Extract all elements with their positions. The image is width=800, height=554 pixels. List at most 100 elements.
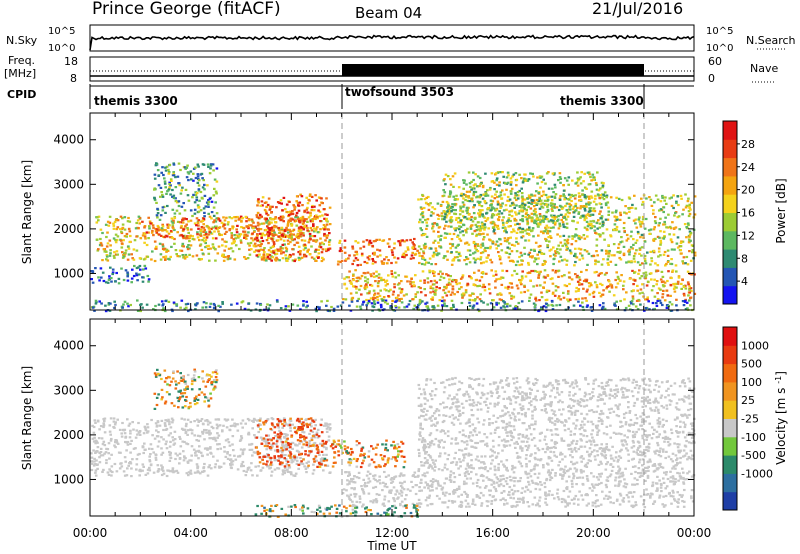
scatter-cell [164,169,168,172]
scatter-cell [216,432,219,435]
scatter-cell [308,193,312,196]
scatter-cell [271,445,274,448]
scatter-cell [373,292,377,295]
scatter-cell [450,225,453,228]
scatter-cell [298,257,302,260]
scatter-cell [203,188,206,191]
scatter-cell [121,306,124,309]
scatter-cell [186,248,190,251]
scatter-cell [123,300,127,303]
scatter-cell [227,441,231,444]
scatter-cell [296,304,300,307]
scatter-cell [302,219,306,222]
scatter-cell [193,201,197,204]
scatter-cell [222,259,226,262]
scatter-cell [497,213,501,216]
scatter-cell [518,278,521,282]
scatter-cell [202,301,206,304]
scatter-cell [631,297,635,300]
scatter-cell [514,307,517,310]
scatter-cell [116,219,120,222]
scatter-cell [181,242,185,245]
scatter-cell [543,269,547,272]
scatter-cell [652,228,656,231]
scatter-cell [528,226,531,229]
scatter-cell [404,250,408,253]
scatter-cell [204,239,208,242]
scatter-cell [515,250,519,253]
scatter-cell [102,279,106,283]
scatter-cell [289,212,293,215]
scatter-cell [233,234,237,237]
scatter-cell [288,235,292,238]
colorbar-swatch [723,230,737,250]
scatter-cell [634,305,638,308]
scatter-cell [418,302,421,306]
scatter-cell [470,198,473,201]
scatter-cell [355,287,358,290]
scatter-cell [104,223,108,226]
scatter-cell [246,234,249,237]
scatter-cell [668,197,672,200]
scatter-cell [434,263,438,266]
scatter-cell [417,198,420,201]
scatter-cell [660,270,664,273]
scatter-cell [483,200,487,203]
scatter-cell [160,473,164,477]
scatter-cell [409,282,412,286]
scatter-cell [453,212,456,215]
scatter-cell [357,297,360,300]
scatter-cell [228,458,232,461]
scatter-cell [491,299,494,302]
scatter-cell [276,450,279,453]
scatter-cell [601,196,604,199]
scatter-cell [169,193,172,196]
scatter-cell [349,281,353,284]
scatter-cell [145,303,149,306]
scatter-cell [444,287,448,290]
scatter-cell [533,201,537,204]
scatter-cell [100,437,104,440]
scatter-cell [295,462,299,465]
scatter-cell [165,447,169,450]
scatter-cell [292,233,295,236]
scatter-cell [143,225,147,228]
scatter-cell [662,253,666,256]
scatter-cell [305,196,308,199]
scatter-cell [492,207,496,210]
scatter-cell [122,278,126,282]
scatter-cell [523,207,526,210]
scatter-cell [605,228,609,231]
scatter-cell [180,299,184,302]
scatter-cell [173,237,176,241]
scatter-cell [539,230,543,233]
scatter-cell [476,250,480,253]
scatter-cell [266,418,269,421]
scatter-cell [543,262,546,266]
scatter-cell [325,424,328,427]
scatter-cell [303,239,307,242]
scatter-cell [582,279,586,283]
scatter-cell [318,204,322,207]
scatter-cell [538,299,541,302]
scatter-cell [515,237,518,240]
scatter-cell [307,241,311,244]
scatter-cell [203,194,207,197]
scatter-cell [473,261,477,264]
scatter-cell [484,249,487,253]
scatter-cell [650,204,654,207]
scatter-cell [287,231,290,234]
scatter-cell [123,456,127,459]
scatter-cell [448,242,452,245]
scatter-cell [633,194,636,197]
scatter-cell [478,195,481,198]
scatter-cell [130,439,133,442]
scatter-cell [225,230,228,233]
scatter-cell [618,256,621,260]
scatter-cell [265,228,268,231]
scatter-cell [461,210,464,213]
scatter-cell [197,177,200,181]
scatter-cell [521,227,525,230]
scatter-cell [201,186,205,189]
scatter-cell [359,307,363,311]
